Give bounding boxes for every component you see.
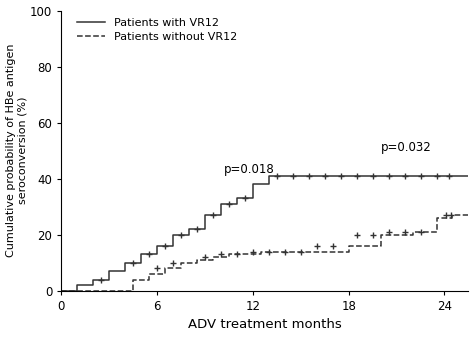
Patients without VR12 xyxy=(146,272,152,276)
Patients without VR12 xyxy=(178,261,184,265)
Patients without VR12 xyxy=(410,230,415,234)
Patients with VR12 xyxy=(170,244,176,248)
Patients without VR12 xyxy=(450,213,456,217)
Patients with VR12 xyxy=(170,233,176,237)
Legend: Patients with VR12, Patients without VR12: Patients with VR12, Patients without VR1… xyxy=(75,16,239,44)
Patients without VR12 xyxy=(434,230,439,234)
Patients with VR12 xyxy=(186,227,192,231)
Patients with VR12 xyxy=(202,227,208,231)
Patients without VR12 xyxy=(465,213,471,217)
Patients without VR12 xyxy=(226,255,232,259)
Patients without VR12 xyxy=(162,267,168,271)
Patients without VR12 xyxy=(130,289,136,293)
Patients with VR12 xyxy=(91,283,96,287)
Patients with VR12 xyxy=(465,174,471,178)
Patients without VR12 xyxy=(114,289,120,293)
Patients with VR12 xyxy=(218,213,224,217)
Patients without VR12 xyxy=(258,250,264,254)
Patients without VR12 xyxy=(226,252,232,256)
Patients without VR12 xyxy=(450,216,456,220)
Patients with VR12 xyxy=(250,196,255,201)
Patients without VR12 xyxy=(378,244,383,248)
Patients with VR12 xyxy=(250,182,255,186)
X-axis label: ADV treatment months: ADV treatment months xyxy=(188,318,342,332)
Patients without VR12 xyxy=(146,278,152,282)
Patients without VR12 xyxy=(210,255,216,259)
Patients with VR12 xyxy=(138,261,144,265)
Patients with VR12 xyxy=(122,269,128,273)
Patients without VR12 xyxy=(346,244,352,248)
Patients without VR12 xyxy=(465,213,471,217)
Patients without VR12 xyxy=(410,233,415,237)
Patients with VR12 xyxy=(138,252,144,256)
Patients without VR12 xyxy=(242,252,248,256)
Patients with VR12 xyxy=(465,174,471,178)
Patients with VR12 xyxy=(106,269,112,273)
Patients with VR12 xyxy=(266,174,272,178)
Patients without VR12 xyxy=(242,252,248,256)
Line: Patients with VR12: Patients with VR12 xyxy=(61,176,468,291)
Patients with VR12 xyxy=(234,202,240,206)
Y-axis label: Cumulative probability of HBe antigen
seroconversion (%): Cumulative probability of HBe antigen se… xyxy=(6,44,27,257)
Patients with VR12 xyxy=(91,278,96,282)
Patients without VR12 xyxy=(274,250,280,254)
Text: p=0.018: p=0.018 xyxy=(224,163,275,176)
Patients with VR12 xyxy=(154,244,160,248)
Line: Patients without VR12: Patients without VR12 xyxy=(61,215,468,291)
Patients without VR12 xyxy=(434,216,439,220)
Patients without VR12 xyxy=(162,272,168,276)
Patients with VR12 xyxy=(74,283,80,287)
Patients without VR12 xyxy=(274,250,280,254)
Patients without VR12 xyxy=(178,267,184,271)
Patients with VR12 xyxy=(282,174,288,178)
Patients without VR12 xyxy=(194,258,200,262)
Patients without VR12 xyxy=(378,233,383,237)
Patients with VR12 xyxy=(266,182,272,186)
Patients without VR12 xyxy=(114,289,120,293)
Patients with VR12 xyxy=(154,252,160,256)
Patients with VR12 xyxy=(74,289,80,293)
Patients without VR12 xyxy=(346,250,352,254)
Patients with VR12 xyxy=(202,213,208,217)
Patients without VR12 xyxy=(130,278,136,282)
Patients without VR12 xyxy=(258,252,264,256)
Patients with VR12 xyxy=(186,233,192,237)
Patients with VR12 xyxy=(282,174,288,178)
Patients without VR12 xyxy=(194,261,200,265)
Patients with VR12 xyxy=(122,261,128,265)
Patients with VR12 xyxy=(218,202,224,206)
Patients without VR12 xyxy=(58,289,64,293)
Patients with VR12 xyxy=(234,196,240,201)
Patients with VR12 xyxy=(106,278,112,282)
Patients with VR12 xyxy=(58,289,64,293)
Patients without VR12 xyxy=(210,258,216,262)
Text: p=0.032: p=0.032 xyxy=(381,141,431,154)
